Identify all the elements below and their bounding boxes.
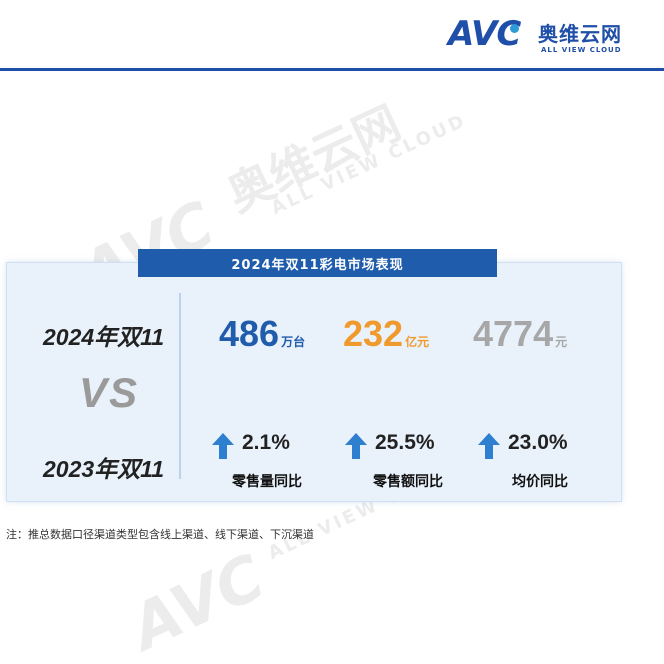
- up-arrow-icon: [478, 433, 500, 459]
- up-arrow-icon: [212, 433, 234, 459]
- yoy-revenue-pct: 25.5%: [375, 431, 435, 454]
- yoy-volume-pct: 2.1%: [242, 431, 290, 454]
- logo-name-cn: 奥维云网: [538, 22, 622, 46]
- logo-letters: AVC: [448, 14, 521, 54]
- period-current: 2024年双11: [43, 324, 165, 350]
- yoy-revenue-label: 零售额同比: [373, 474, 443, 490]
- logo-name-en: ALL VIEW CLOUD: [541, 46, 622, 54]
- yoy-volume-label: 零售量同比: [232, 474, 302, 490]
- metric-volume-unit: 万台: [281, 335, 306, 349]
- up-arrow-icon: [345, 433, 367, 459]
- yoy-price-label: 均价同比: [512, 474, 568, 490]
- metric-price: 4774 元: [473, 313, 567, 355]
- metric-volume: 486 万台: [219, 313, 305, 355]
- metric-volume-value: 486: [219, 313, 280, 354]
- footnote: 注：推总数据口径渠道类型包含线上渠道、线下渠道、下沉渠道: [6, 528, 314, 541]
- market-panel: 2024年双11彩电市场表现 2024年双11 VS 2023年双11 486 万…: [6, 249, 622, 502]
- period-previous: 2023年双11: [43, 456, 165, 482]
- metric-revenue-value: 232: [343, 313, 404, 354]
- watermark-logo-2: AVC: [120, 539, 276, 664]
- yoy-price-pct: 23.0%: [508, 431, 568, 454]
- metric-revenue-unit: 亿元: [405, 335, 430, 349]
- panel-title: 2024年双11彩电市场表现: [138, 249, 497, 277]
- panel-divider: [179, 293, 181, 479]
- vs-label: VS: [79, 369, 140, 416]
- metric-price-unit: 元: [555, 335, 568, 349]
- metric-revenue: 232 亿元: [343, 313, 429, 355]
- header-rule: [0, 68, 664, 71]
- logo-dot-icon: [510, 24, 519, 33]
- metric-price-value: 4774: [473, 313, 554, 354]
